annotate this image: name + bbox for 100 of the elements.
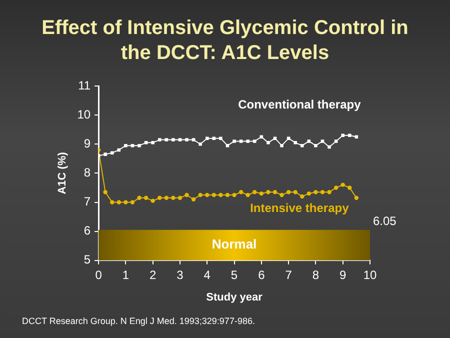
point: [280, 144, 284, 148]
point: [327, 190, 332, 194]
point: [314, 190, 318, 194]
point: [252, 190, 257, 194]
x-tick-label: 2: [149, 268, 156, 282]
point: [314, 144, 318, 148]
point: [354, 135, 358, 138]
point: [172, 138, 175, 142]
y-tick-label: 11: [78, 78, 91, 92]
series-label: Intensive therapy: [250, 201, 350, 216]
point: [293, 190, 298, 194]
point: [334, 186, 338, 190]
point: [117, 148, 121, 152]
x-tick-label: 3: [176, 268, 184, 282]
x-tick-label: 10: [363, 268, 377, 282]
point: [232, 140, 236, 143]
y-tick-label: 5: [84, 252, 91, 267]
point: [212, 136, 216, 140]
point: [340, 182, 345, 187]
x-axis-title: Study year: [206, 291, 264, 304]
point: [178, 138, 182, 142]
point: [260, 135, 264, 138]
point: [158, 196, 162, 200]
point: [259, 191, 264, 196]
x-tick-label: 4: [204, 268, 211, 282]
x-tick-label: 1: [122, 268, 130, 282]
point: [212, 192, 216, 198]
y-axis-title: A1C (%): [56, 152, 69, 194]
point: [328, 145, 331, 149]
point: [103, 190, 108, 194]
x-tick-label: 9: [340, 268, 347, 282]
point: [198, 192, 202, 198]
text: DCCT Research Group. N Engl J Med. 1993;329:977-986.: [22, 316, 255, 326]
point: [253, 140, 256, 143]
point: [266, 190, 270, 194]
x-tick-label: 6: [258, 268, 266, 282]
point: [286, 190, 291, 194]
y-tick-label: 6: [84, 224, 91, 238]
point: [164, 196, 169, 200]
point: [294, 141, 297, 144]
point: [354, 196, 359, 200]
point: [300, 194, 304, 199]
y-tick-label: 7: [84, 194, 91, 209]
point: [232, 192, 236, 198]
text: Conventional therapy: [238, 98, 362, 112]
band-label: Normal: [212, 236, 257, 252]
point: [246, 192, 250, 198]
point: [225, 192, 230, 198]
point: [137, 196, 142, 200]
point: [205, 192, 210, 198]
x-tick-label: 7: [285, 268, 292, 282]
point: [320, 140, 324, 143]
point: [110, 200, 114, 204]
point: [320, 190, 325, 194]
y-tick-label: 10: [77, 107, 91, 122]
point: [348, 186, 352, 190]
point: [238, 190, 244, 194]
point: [124, 144, 128, 148]
point: [266, 141, 270, 144]
y-tick-label: 8: [84, 166, 91, 180]
point: [198, 142, 202, 146]
point: [178, 196, 182, 200]
point: [104, 152, 107, 156]
point: [273, 136, 277, 140]
point: [130, 144, 134, 148]
y-tick-label: 9: [84, 136, 91, 150]
x-tick-label: 8: [312, 268, 320, 282]
point: [192, 138, 196, 142]
point: [184, 192, 189, 198]
point: [272, 190, 278, 194]
point: [150, 198, 155, 203]
point: [300, 144, 304, 148]
point: [239, 140, 243, 143]
point: [226, 144, 230, 148]
point: [124, 200, 128, 204]
point: [185, 138, 188, 142]
point: [348, 134, 352, 138]
point: [334, 140, 338, 143]
point: [116, 200, 122, 204]
point: [171, 196, 176, 200]
point: [151, 141, 154, 144]
chart-title: Effect of Intensive Glycemic Control in the DCCT: A1C Levels: [40, 16, 410, 66]
point: [306, 191, 312, 196]
point: [144, 196, 148, 200]
point: [218, 192, 223, 198]
point: [138, 144, 141, 148]
point: [280, 192, 284, 198]
annotation: 6.05: [373, 214, 397, 228]
point: [341, 134, 344, 138]
x-tick-label: 5: [230, 268, 238, 282]
point: [246, 140, 250, 143]
point: [130, 200, 135, 204]
x-tick-label: 0: [95, 268, 102, 282]
point: [158, 138, 162, 142]
point: [164, 138, 168, 142]
point: [219, 136, 222, 140]
point: [110, 151, 114, 154]
point: [205, 136, 209, 140]
point: [286, 136, 290, 140]
point: [144, 141, 148, 144]
